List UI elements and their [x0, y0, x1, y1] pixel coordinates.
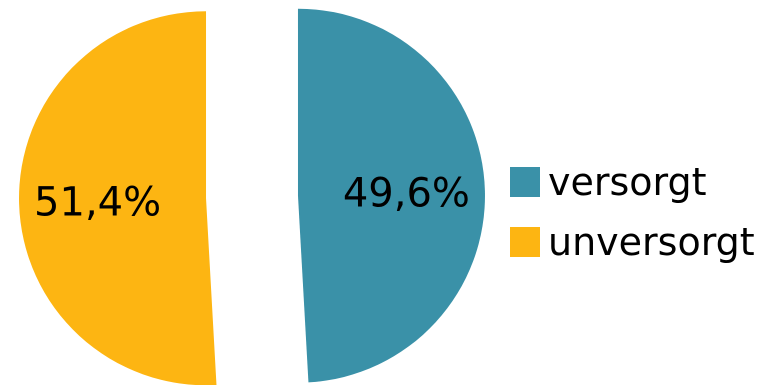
pie-data-labels: 49,6% 51,4% [34, 171, 470, 226]
legend-item-unversorgt: unversorgt [510, 220, 760, 264]
legend-label-versorgt: versorgt [548, 160, 707, 204]
legend-item-versorgt: versorgt [510, 160, 760, 204]
data-label-unversorgt: 51,4% [34, 179, 161, 225]
legend-swatch-unversorgt [510, 227, 540, 257]
legend-swatch-versorgt [510, 167, 540, 197]
data-label-versorgt: 49,6% [343, 171, 470, 217]
pie-slices [19, 8, 485, 385]
pie-slice-versorgt [297, 8, 485, 383]
chart-legend: versorgt unversorgt [510, 160, 760, 280]
pie-slice-unversorgt [19, 11, 217, 385]
legend-label-unversorgt: unversorgt [548, 220, 755, 264]
